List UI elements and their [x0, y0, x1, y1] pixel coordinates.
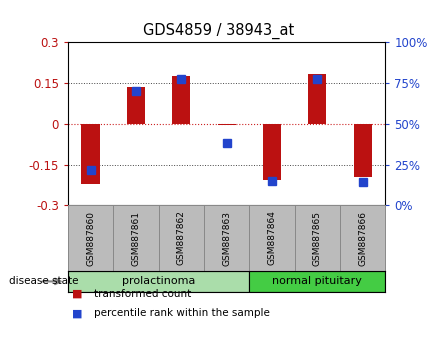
Text: GSM887861: GSM887861 — [131, 211, 141, 266]
Text: ■: ■ — [72, 308, 83, 318]
Text: GSM887865: GSM887865 — [313, 211, 322, 266]
Bar — [127, 87, 145, 124]
Bar — [68, 271, 249, 292]
Bar — [249, 271, 385, 292]
Text: prolactinoma: prolactinoma — [122, 276, 195, 286]
Text: percentile rank within the sample: percentile rank within the sample — [94, 308, 270, 318]
Text: ■: ■ — [72, 289, 83, 299]
Bar — [308, 74, 326, 124]
Bar — [81, 124, 100, 184]
Text: GSM887866: GSM887866 — [358, 211, 367, 266]
Text: GSM887864: GSM887864 — [268, 211, 276, 266]
Bar — [218, 124, 236, 125]
Text: GDS4859 / 38943_at: GDS4859 / 38943_at — [143, 23, 295, 39]
Bar — [263, 124, 281, 179]
Text: GSM887863: GSM887863 — [222, 211, 231, 266]
Text: GSM887862: GSM887862 — [177, 211, 186, 266]
Bar — [354, 124, 372, 177]
Bar — [172, 76, 191, 124]
Text: GSM887860: GSM887860 — [86, 211, 95, 266]
Text: disease state: disease state — [9, 276, 78, 286]
Text: transformed count: transformed count — [94, 289, 191, 299]
Text: normal pituitary: normal pituitary — [272, 276, 362, 286]
